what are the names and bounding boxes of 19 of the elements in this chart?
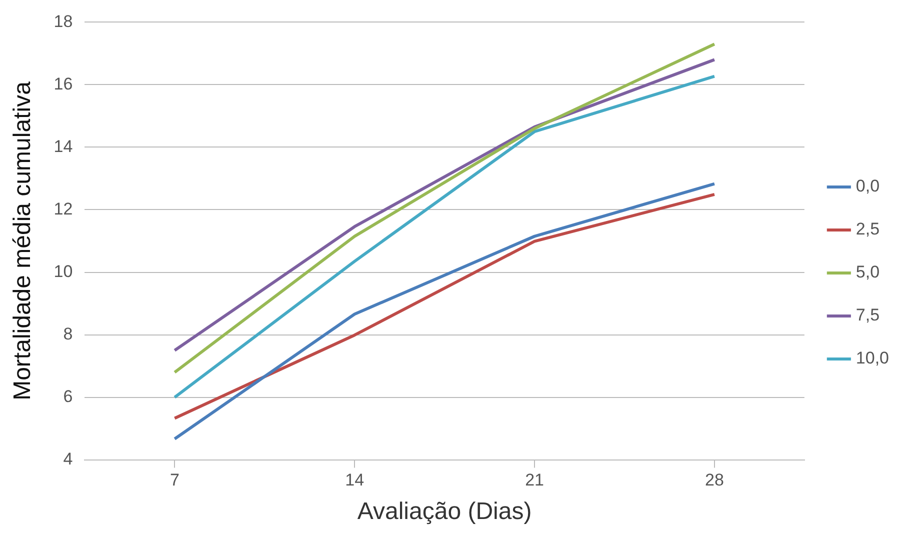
x-axis-title: Avaliação (Dias)	[357, 498, 532, 526]
legend-label: 0,0	[856, 176, 880, 196]
y-tick-label: 16	[54, 74, 73, 94]
y-tick-label: 4	[63, 449, 73, 468]
legend-label: 7,5	[856, 306, 880, 325]
y-tick-label: 10	[54, 262, 73, 281]
legend-label: 10,0	[856, 348, 890, 368]
legend-label: 5,0	[856, 262, 880, 282]
x-tick-label: 14	[345, 470, 364, 490]
y-tick-label: 18	[54, 12, 73, 31]
x-tick-label: 21	[525, 470, 544, 490]
y-tick-label: 6	[63, 386, 73, 406]
x-tick-label: 7	[170, 470, 180, 490]
y-tick-label: 12	[54, 199, 73, 218]
y-axis-title: Mortalidade média cumulativa	[9, 80, 36, 400]
y-tick-label: 14	[54, 136, 73, 156]
legend-label: 2,5	[856, 220, 880, 239]
y-tick-label: 8	[63, 324, 73, 344]
x-tick-label: 28	[704, 470, 724, 490]
